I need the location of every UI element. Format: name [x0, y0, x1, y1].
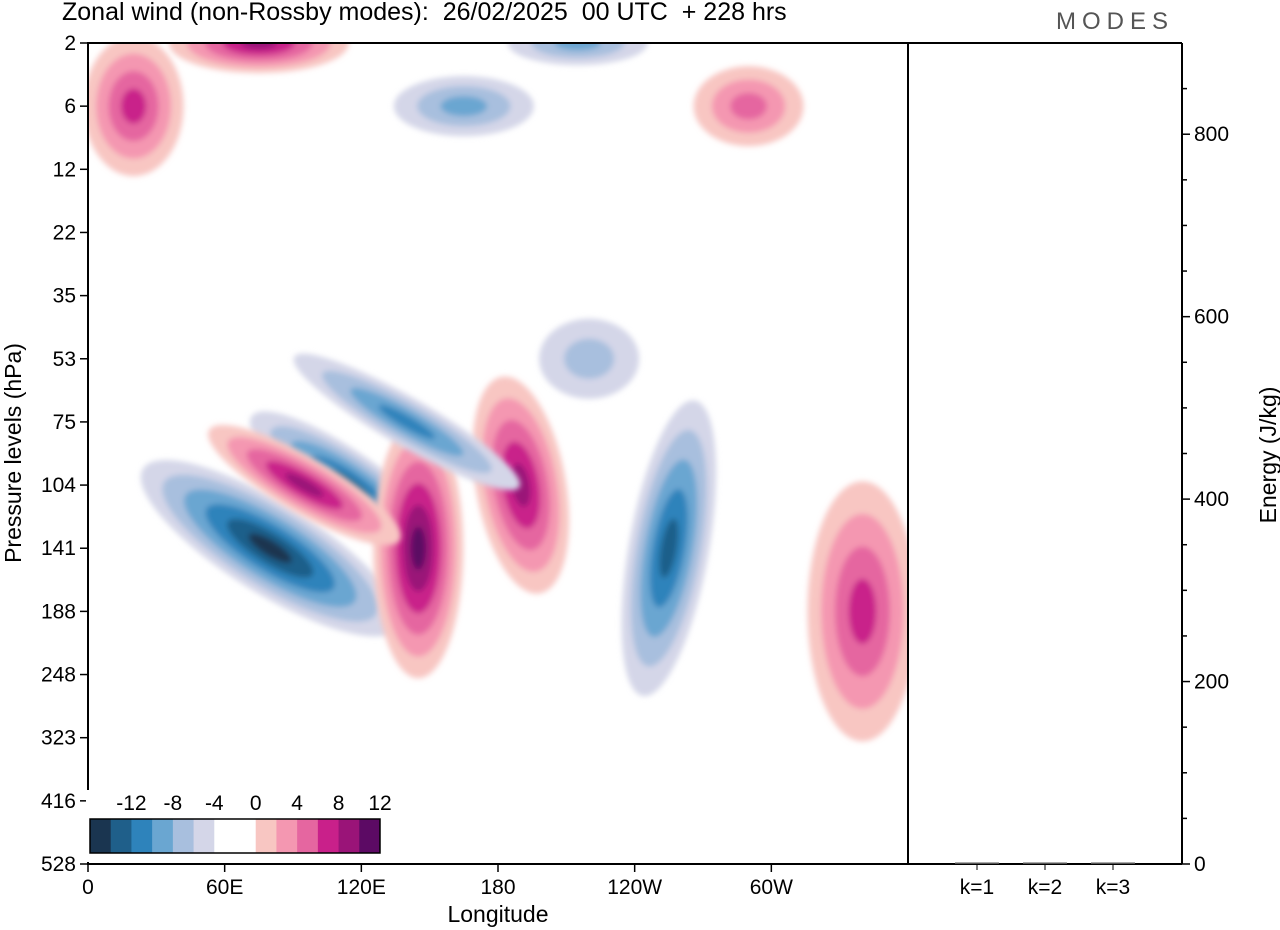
- contour-level: [848, 578, 877, 644]
- colorbar-swatch: [359, 819, 381, 853]
- energy-category-label: k=2: [1028, 876, 1062, 899]
- page-title: Zonal wind (non-Rossby modes): 26/02/202…: [62, 0, 787, 26]
- contour-feature: [507, 43, 648, 65]
- y-tick-label: 2: [64, 32, 76, 55]
- y-tick-label: 35: [53, 285, 76, 308]
- colorbar-frame: [89, 818, 381, 854]
- energy-tick-label: 0: [1194, 853, 1206, 876]
- colorbar-swatch: [317, 819, 340, 853]
- colorbar-swatch: [297, 819, 319, 853]
- colorbar-label: 4: [291, 792, 303, 815]
- energy-y-axis: 0 200 400 600 800: [1182, 87, 1229, 876]
- energy-tick-label: 400: [1194, 488, 1229, 511]
- contour-level: [440, 96, 488, 117]
- energy-tick-label: 600: [1194, 306, 1229, 329]
- energy-panel: k=1 k=2 k=3 0 200 400 600 800 Energy (J/kg): [907, 42, 1280, 899]
- contour-feature: [472, 376, 570, 594]
- colorbar-label: -12: [116, 792, 146, 815]
- contour-level: [564, 338, 615, 379]
- contour-feature: [539, 318, 640, 399]
- contour-feature: [807, 481, 908, 742]
- x-tick-label: 180: [480, 876, 515, 899]
- heatmap-contours: [88, 43, 908, 742]
- y-axis-label: Pressure levels (hPa): [0, 343, 26, 563]
- x-axis-label: Longitude: [447, 901, 548, 927]
- colorbar-swatch: [90, 819, 112, 853]
- energy-tick-label: 200: [1194, 671, 1229, 694]
- y-tick-label: 53: [53, 348, 76, 371]
- contour-level: [248, 533, 292, 563]
- colorbar-swatch: [152, 819, 174, 853]
- contour-feature: [373, 418, 464, 679]
- energy-bar-k=1: [955, 862, 999, 864]
- y-tick-label: 22: [53, 221, 76, 244]
- y-tick-label: 188: [41, 600, 76, 623]
- x-tick-label: 60E: [206, 876, 243, 899]
- y-tick-label: 104: [41, 474, 76, 497]
- contour-level: [410, 526, 426, 570]
- contour-level: [554, 43, 602, 51]
- contour-feature: [621, 400, 717, 697]
- colorbar-swatch: [235, 819, 257, 853]
- colorbar-swatch: [214, 819, 236, 853]
- y-tick-label: 141: [41, 537, 76, 560]
- colorbar-swatch: [338, 819, 360, 853]
- colorbar-swatches: [90, 819, 381, 853]
- contour-feature: [168, 43, 349, 73]
- colorbar-swatch: [193, 819, 215, 853]
- contour-feature: [140, 460, 400, 637]
- y-tick-label: 248: [41, 664, 76, 687]
- y-tick-label: 75: [53, 411, 76, 434]
- colorbar-label: 12: [368, 792, 391, 815]
- colorbar-swatch: [172, 819, 195, 853]
- heatmap-panel: [87, 42, 909, 865]
- contour-feature: [88, 43, 184, 177]
- contour-feature: [693, 66, 804, 147]
- contour-level: [659, 518, 679, 578]
- colorbar-swatch: [131, 819, 153, 853]
- contour-feature: [208, 424, 401, 546]
- y-tick-label: 528: [41, 853, 76, 876]
- contour-level: [511, 463, 531, 507]
- y-tick-label: 323: [41, 727, 76, 750]
- x-axis: 0 60E 120E 180 120W 60W: [82, 864, 793, 899]
- x-tick-label: 120W: [607, 876, 662, 899]
- brand-logo: MODES: [1056, 8, 1175, 35]
- energy-axis-label: Energy (J/kg): [1255, 387, 1280, 524]
- contour-level: [121, 88, 147, 124]
- contour-level: [378, 404, 436, 439]
- x-tick-label: 120E: [337, 876, 386, 899]
- energy-bar-k=3: [1091, 862, 1135, 864]
- colorbar: -12 -8 -4 0 4 8 12: [86, 790, 392, 862]
- y-tick-label: 416: [41, 790, 76, 813]
- colorbar-label: -4: [205, 792, 224, 815]
- colorbar-swatch: [110, 819, 132, 853]
- energy-bars: k=1 k=2 k=3: [955, 862, 1135, 899]
- y-tick-label: 12: [53, 158, 76, 181]
- energy-category-label: k=1: [960, 876, 994, 899]
- colorbar-label: 8: [333, 792, 345, 815]
- contour-feature: [293, 353, 521, 491]
- energy-tick-label: 800: [1194, 123, 1229, 146]
- contour-level: [730, 92, 767, 120]
- x-tick-label: 60W: [750, 876, 793, 899]
- contour-level: [240, 43, 277, 49]
- colorbar-label: 0: [250, 792, 262, 815]
- colorbar-labels: -12 -8 -4 0 4 8 12: [116, 792, 391, 815]
- contour-level: [285, 473, 324, 498]
- x-tick-label: 0: [82, 876, 94, 899]
- contour-feature: [393, 76, 534, 137]
- y-axis: 2 6 12 22 35 53 75 104 141 188 248 323 416 528: [41, 32, 88, 876]
- colorbar-swatch: [276, 819, 298, 853]
- energy-category-label: k=3: [1096, 876, 1130, 899]
- colorbar-label: -8: [164, 792, 183, 815]
- y-tick-label: 6: [64, 95, 76, 118]
- colorbar-swatch: [255, 819, 277, 853]
- energy-bar-k=2: [1023, 862, 1067, 864]
